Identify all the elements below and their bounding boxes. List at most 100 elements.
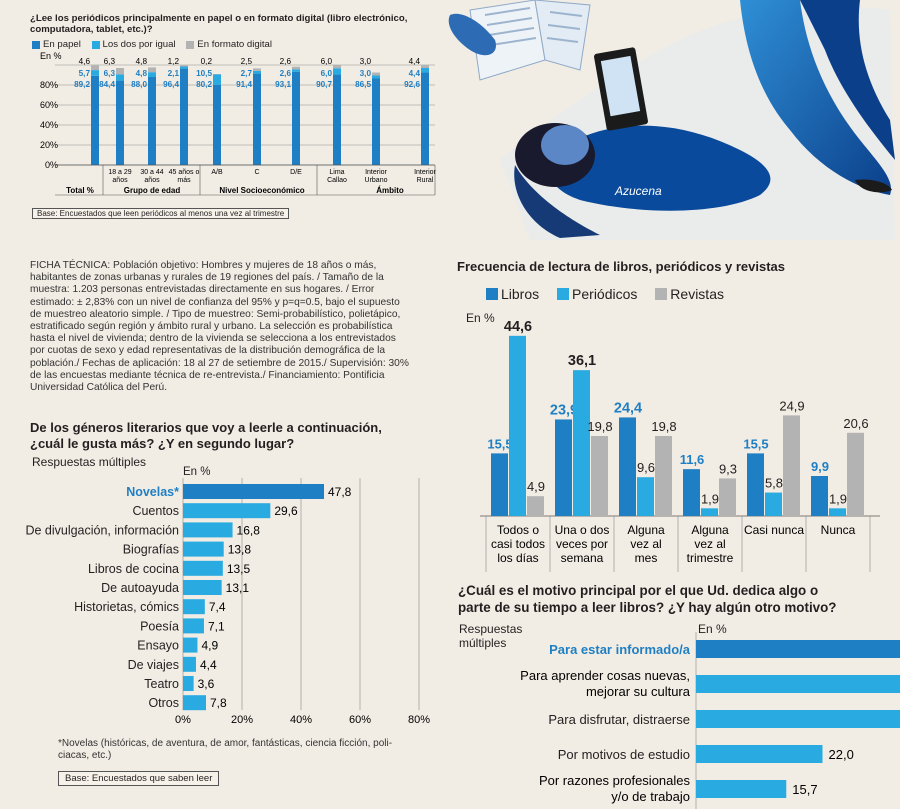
x-category-label: años xyxy=(112,177,128,184)
x-category-label: mes xyxy=(635,551,658,565)
chart4-unit: En % xyxy=(698,622,727,636)
x-category-label: Nunca xyxy=(821,523,856,537)
data-label-en-papel: 86,5 xyxy=(355,80,371,89)
x-category-label: Alguna xyxy=(691,523,729,537)
data-label-los-dos: 6,3 xyxy=(104,69,116,78)
category-label: Biografías xyxy=(123,543,179,557)
bar-en-papel xyxy=(213,84,221,165)
bar-los-dos xyxy=(253,70,261,74)
data-label: 24,4 xyxy=(614,400,642,416)
data-label: 20,6 xyxy=(843,416,868,431)
bar-los-dos xyxy=(148,72,156,77)
data-label-digital: 1,2 xyxy=(168,57,180,66)
bar-los-dos xyxy=(213,74,221,85)
data-label: 15,5 xyxy=(487,436,512,451)
bar-genero xyxy=(183,541,224,557)
bar-en-papel xyxy=(333,74,341,165)
chart2-legend: Libros Periódicos Revistas xyxy=(486,286,732,303)
bar-en-papel xyxy=(421,72,429,165)
data-label: 11,6 xyxy=(680,452,705,467)
bar-motivo xyxy=(696,710,900,728)
data-label: 15,7 xyxy=(792,782,817,797)
bar-genero xyxy=(183,522,233,538)
data-label-los-dos: 3,0 xyxy=(360,69,372,78)
y-tick-label: 20% xyxy=(40,140,58,150)
data-label: 29,6 xyxy=(274,504,298,518)
category-label: Poesía xyxy=(140,619,179,633)
category-label: Ensayo xyxy=(137,639,179,653)
bar-genero xyxy=(183,656,196,672)
group-label: Total % xyxy=(66,186,94,195)
x-tick-label: 20% xyxy=(231,714,253,726)
chart3-subtitle: Respuestas múltiples xyxy=(32,455,147,469)
bar-motivo xyxy=(696,640,900,658)
legend-en-papel: En papel xyxy=(32,39,81,50)
bar-motivo xyxy=(696,675,900,693)
data-label: 16,8 xyxy=(237,523,261,537)
data-label: 3,6 xyxy=(198,677,215,691)
data-label: 23,9 xyxy=(550,402,578,418)
bar-los-dos xyxy=(91,70,99,76)
bar-libros xyxy=(683,469,700,516)
data-label-los-dos: 5,7 xyxy=(79,69,91,78)
bar-genero xyxy=(183,580,222,595)
data-label-en-papel: 89,2 xyxy=(74,80,90,89)
x-category-label: Casi nunca xyxy=(744,523,804,537)
data-label: 4,9 xyxy=(201,639,218,653)
category-label: De viajes xyxy=(128,658,179,672)
bar-revistas xyxy=(847,432,864,516)
bar-libros xyxy=(747,453,764,516)
data-label-digital: 4,4 xyxy=(409,57,421,66)
data-label-digital: 6,3 xyxy=(104,57,116,66)
x-category-label: 30 a 44 xyxy=(140,169,163,176)
category-label: Otros xyxy=(148,696,179,710)
x-category-label: semana xyxy=(561,551,604,565)
bar-los-dos xyxy=(421,68,429,73)
bar-periodicos xyxy=(573,370,590,516)
category-label: De autoayuda xyxy=(101,581,179,595)
data-label-en-papel: 96,4 xyxy=(163,80,179,89)
bar-digital xyxy=(372,72,380,76)
category-label: Por motivos de estudio xyxy=(558,747,690,762)
data-label: 9,3 xyxy=(719,461,737,476)
y-tick-label: 80% xyxy=(40,80,58,90)
data-label-en-papel: 80,2 xyxy=(196,80,212,89)
x-category-label: los días xyxy=(497,551,538,565)
chart2-unit: En % xyxy=(466,311,495,325)
chart3-unit: En % xyxy=(183,466,211,478)
ficha-tecnica: FICHA TÉCNICA: Población objetivo: Hombr… xyxy=(30,260,409,394)
x-category-label: 18 a 29 xyxy=(108,169,131,176)
bar-periodicos xyxy=(701,508,718,516)
data-label: 7,8 xyxy=(210,696,227,710)
category-label: De divulgación, información xyxy=(25,523,179,537)
y-tick-label: 60% xyxy=(40,100,58,110)
bar-libros xyxy=(811,476,828,516)
group-label: Nivel Socioeconómico xyxy=(219,186,304,195)
legend-los-dos: Los dos por igual xyxy=(91,39,176,50)
x-category-label: Interior xyxy=(365,169,387,176)
legend-revistas: Revistas xyxy=(655,286,724,302)
bar-digital xyxy=(292,66,300,70)
bar-genero xyxy=(183,637,198,653)
x-category-label: D/E xyxy=(290,169,302,176)
bar-libros xyxy=(491,453,508,516)
data-label-en-papel: 84,4 xyxy=(99,80,115,89)
chart1-base: Base: Encuestados que leen periódicos al… xyxy=(32,208,290,219)
legend-periodicos: Periódicos xyxy=(557,286,637,302)
group-label: Grupo de edad xyxy=(124,186,181,195)
x-category-label: trimestre xyxy=(687,551,734,565)
data-label-en-papel: 91,4 xyxy=(236,80,252,89)
x-tick-label: 80% xyxy=(408,714,430,726)
chart3-base: Base: Encuestados que saben leer xyxy=(58,771,220,786)
bar-en-papel xyxy=(148,77,156,165)
legend-libros: Libros xyxy=(486,286,539,302)
x-category-label: vez al xyxy=(630,537,661,551)
category-label: y/o de trabajo xyxy=(611,789,690,804)
data-label: 7,1 xyxy=(208,619,225,633)
x-category-label: Urbano xyxy=(365,177,388,184)
bar-digital xyxy=(116,68,124,75)
x-category-label: Alguna xyxy=(627,523,665,537)
bar-en-papel xyxy=(253,73,261,165)
bar-revistas xyxy=(591,436,608,516)
x-tick-label: 40% xyxy=(290,714,312,726)
